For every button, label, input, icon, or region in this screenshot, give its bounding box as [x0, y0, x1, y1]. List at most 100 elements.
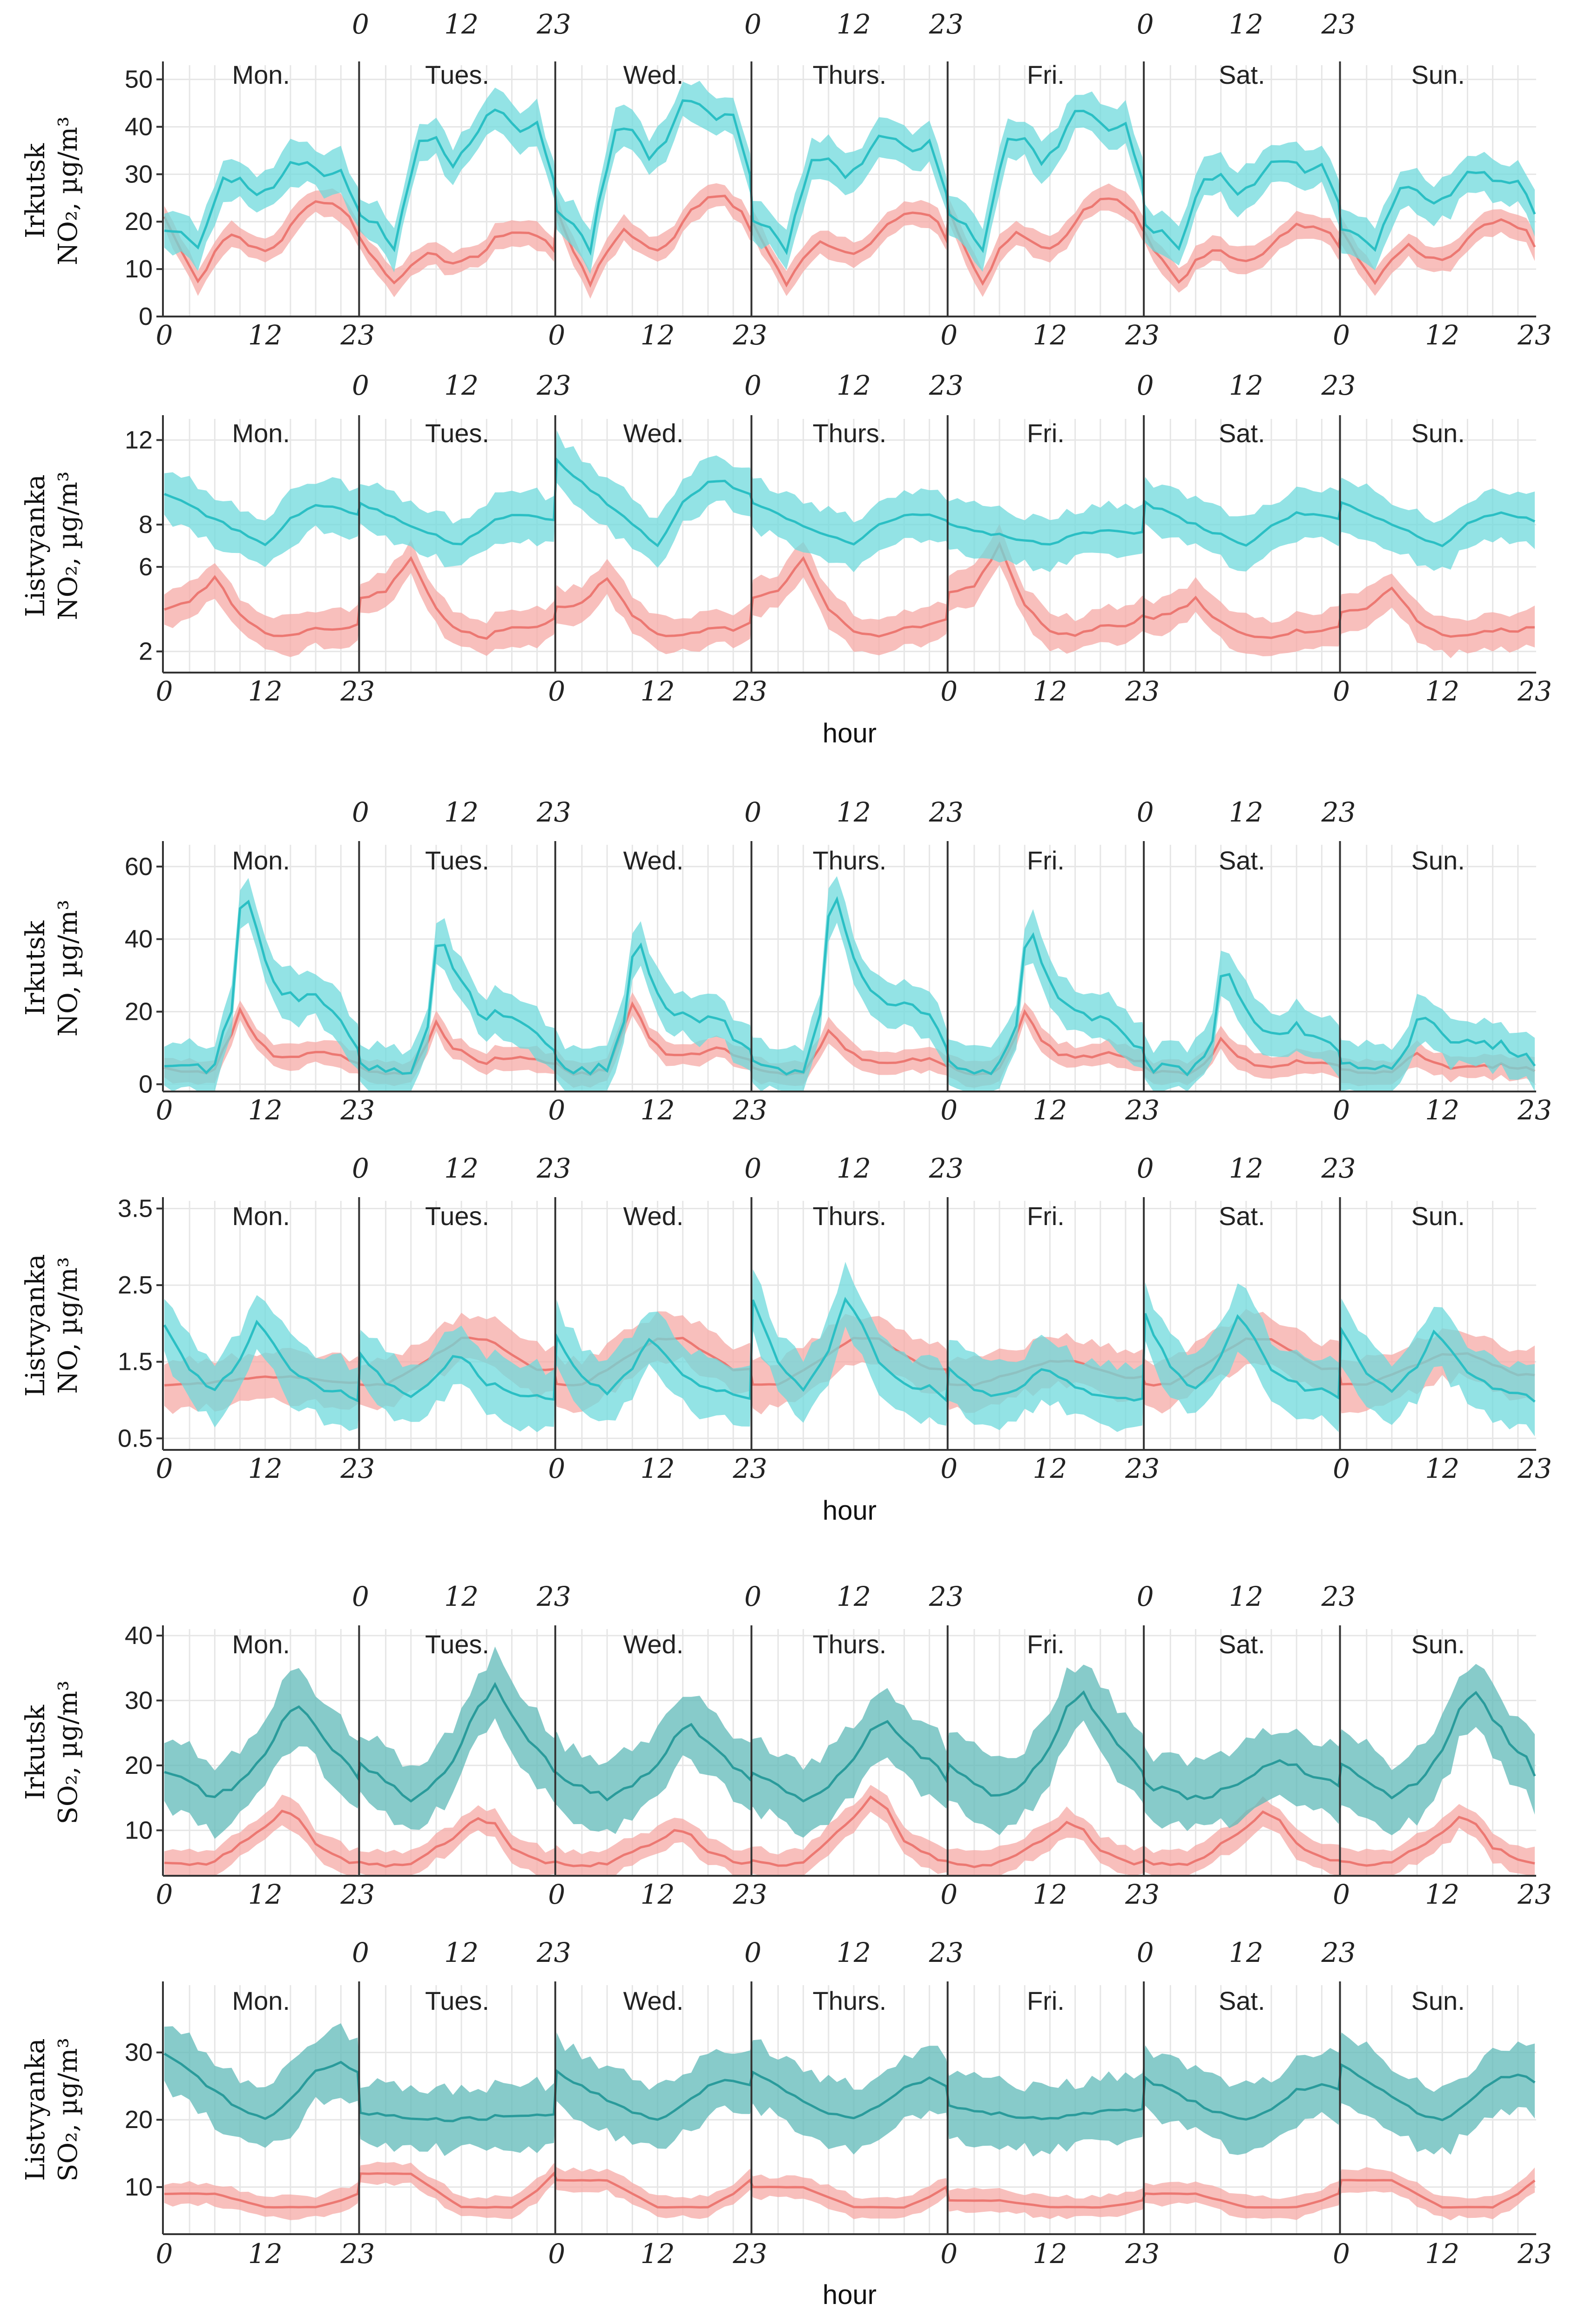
day-label: Sat.: [1219, 1986, 1265, 2015]
hour-tick-label: 0: [744, 8, 762, 40]
hour-tick-label: 23: [929, 796, 964, 828]
panel-irkutsk-no2: 0 10 20 30 40 50 Mon. Tues. Wed. Thurs. Fri. Sat. Su…: [20, 8, 1552, 351]
hour-tick-label: 23: [1517, 1879, 1552, 1910]
hour-tick-label: 0: [744, 796, 762, 828]
y-tick-label: 30: [125, 1686, 153, 1714]
hour-tick-label: 12: [1033, 1453, 1067, 1484]
hour-tick-label: 23: [1125, 1453, 1160, 1484]
y-tick-label: 10: [125, 255, 153, 283]
hour-tick-label: 0: [940, 1094, 958, 1126]
hour-tick-label: 12: [837, 1581, 871, 1612]
hour-tick-label: 0: [548, 2238, 565, 2270]
hour-tick-label: 23: [732, 1094, 767, 1126]
hour-tick-label: 12: [1425, 675, 1459, 707]
hour-tick-label: 23: [340, 1094, 375, 1126]
day-label: Sat.: [1219, 846, 1265, 875]
day-label: Wed.: [623, 60, 684, 89]
y-axis-label: IrkutskNO₂, µg/m³: [20, 116, 83, 265]
hour-tick-label: 0: [940, 675, 958, 707]
hour-tick-label: 0: [1137, 1937, 1154, 1968]
hour-tick-label: 0: [1333, 1453, 1350, 1484]
hour-tick-label: 12: [1229, 8, 1263, 40]
hour-tick-label: 23: [340, 1453, 375, 1484]
y-tick-label: 6: [139, 553, 153, 581]
hour-tick-label: 12: [1229, 1152, 1263, 1184]
y-tick-label: 30: [125, 2039, 153, 2067]
series-a-band: [164, 81, 1535, 274]
day-label: Tues.: [425, 1201, 489, 1231]
hour-tick-label: 0: [940, 2238, 958, 2270]
hour-tick-label: 0: [548, 319, 565, 351]
day-label: Wed.: [623, 1201, 684, 1231]
day-label: Tues.: [425, 60, 489, 89]
hour-tick-label: 23: [536, 1937, 571, 1968]
day-label: Mon.: [232, 1201, 290, 1231]
y-tick-label: 1.5: [118, 1348, 153, 1376]
hour-tick-label: 12: [1033, 319, 1067, 351]
hour-tick-label: 12: [444, 1152, 479, 1184]
series-b-band: [164, 524, 1535, 659]
day-label: Mon.: [232, 418, 290, 448]
y-tick-label: 20: [125, 998, 153, 1026]
day-label: Sat.: [1219, 1201, 1265, 1231]
day-label: Fri.: [1027, 1630, 1065, 1659]
series-b-band: [164, 2162, 1535, 2221]
y-tick-label: 50: [125, 66, 153, 94]
series-b-line: [164, 2171, 1536, 2209]
hour-tick-label: 23: [1125, 2238, 1160, 2270]
day-label: Sun.: [1411, 60, 1465, 89]
hour-tick-label: 23: [340, 1879, 375, 1910]
hour-tick-label: 12: [641, 1453, 675, 1484]
y-tick-label: 8: [139, 511, 153, 539]
hour-tick-label: 12: [641, 675, 675, 707]
series-b-line: [164, 541, 1535, 640]
series-a-band: [164, 2023, 1535, 2157]
hour-tick-label: 0: [1333, 1094, 1350, 1126]
series-a-band: [164, 1646, 1535, 1839]
day-label: Mon.: [232, 846, 290, 875]
day-label: Thurs.: [813, 1630, 887, 1659]
hour-tick-label: 0: [940, 1879, 958, 1910]
hour-tick-label: 0: [1333, 319, 1350, 351]
day-label: Fri.: [1027, 846, 1065, 875]
series-a-line: [164, 896, 1536, 1077]
hour-tick-label: 12: [837, 1937, 871, 1968]
y-tick-label: 40: [125, 925, 153, 953]
hour-tick-label: 12: [248, 1879, 283, 1910]
day-label: Wed.: [623, 418, 684, 448]
hour-tick-label: 12: [1425, 2238, 1459, 2270]
series-a-band: [164, 876, 1535, 1091]
hour-tick-label: 23: [1125, 1094, 1160, 1126]
y-tick-label: 20: [125, 2106, 153, 2134]
series-a-line: [163, 2053, 1536, 2122]
hour-tick-label: 23: [929, 370, 964, 401]
y-tick-label: 40: [125, 113, 153, 141]
y-tick-label: 30: [125, 160, 153, 188]
hour-tick-label: 23: [1517, 2238, 1552, 2270]
day-label: Mon.: [232, 60, 290, 89]
day-label: Sat.: [1219, 60, 1265, 89]
day-label: Mon.: [232, 1986, 290, 2015]
hour-tick-label: 0: [352, 1581, 369, 1612]
day-label: Fri.: [1027, 60, 1065, 89]
hour-tick-label: 12: [1425, 1094, 1459, 1126]
series-a-band: [164, 430, 1535, 573]
y-axis-label: IrkutskNO, µg/m³: [20, 900, 83, 1037]
hour-tick-label: 12: [641, 1094, 675, 1126]
hour-tick-label: 23: [929, 8, 964, 40]
hour-tick-label: 12: [248, 319, 283, 351]
hour-tick-label: 23: [732, 2238, 767, 2270]
panel-listvyanka-no: 0.5 1.5 2.5 3.5 Mon. Tues. Wed. Thurs. Fri. Sat. S…: [20, 1152, 1552, 1526]
hour-tick-label: 12: [837, 370, 871, 401]
hour-tick-label: 12: [1033, 1879, 1067, 1910]
hour-tick-label: 23: [732, 675, 767, 707]
hour-tick-label: 0: [156, 675, 173, 707]
y-tick-label: 10: [125, 1816, 153, 1844]
day-label: Thurs.: [813, 418, 887, 448]
hour-tick-label: 12: [641, 1879, 675, 1910]
y-tick-label: 20: [125, 208, 153, 236]
hour-tick-label: 12: [444, 1581, 479, 1612]
x-axis-label: hour: [823, 718, 877, 748]
day-label: Thurs.: [813, 1201, 887, 1231]
